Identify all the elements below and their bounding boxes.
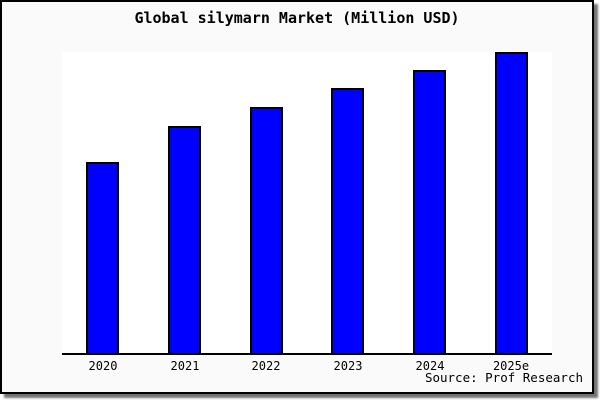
x-tick-label-2022: 2022 [251,359,281,373]
bar-2021 [168,126,201,353]
bar-2024 [413,70,446,353]
bar-2025e [495,52,528,353]
x-tick-label-2021: 2021 [170,359,200,373]
source-credit: Source: Prof Research [424,370,583,385]
chart-frame: Global silymarn Market (Million USD) 202… [0,0,594,394]
x-tick-label-2023: 2023 [333,359,363,373]
x-tick-label-2020: 2020 [88,359,118,373]
bar-2023 [331,88,364,353]
bar-2022 [250,107,283,353]
bar-2020 [86,162,119,353]
plot-area [62,52,552,355]
chart-title: Global silymarn Market (Million USD) [134,9,460,27]
